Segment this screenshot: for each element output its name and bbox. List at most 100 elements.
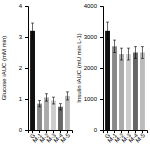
error-bar xyxy=(59,104,62,110)
x-axis: GM-1M-2M-3M-4M-5 xyxy=(104,130,148,144)
tick-mark xyxy=(25,37,28,38)
error-bar-cap xyxy=(113,40,116,41)
tick-mark xyxy=(100,130,103,131)
tick-label: 3000 xyxy=(84,34,98,40)
error-bar-stem xyxy=(107,22,108,39)
bar xyxy=(65,96,70,130)
error-bar-cap xyxy=(127,59,130,60)
y-axis-title: Glucose iAUC (mM min) xyxy=(1,36,7,101)
error-bar-cap xyxy=(38,100,41,101)
error-bar-cap xyxy=(59,109,62,110)
error-bar xyxy=(106,22,109,39)
error-bar-cap xyxy=(66,91,69,92)
error-bar-stem xyxy=(46,94,47,101)
tick-label: 0 xyxy=(94,127,98,133)
tick-label: 3 xyxy=(19,34,23,40)
error-bar xyxy=(127,48,130,60)
error-bar-stem xyxy=(135,47,136,59)
tick-mark xyxy=(100,99,103,100)
x-axis: GM-1M-2M-3M-4M-5 xyxy=(29,130,73,144)
axis-line xyxy=(25,7,29,131)
error-bar xyxy=(113,40,116,52)
error-bar xyxy=(38,101,41,107)
y-axis: 0 1000 2000 3000 4000 xyxy=(84,3,104,133)
error-bar-cap xyxy=(45,101,48,102)
error-bar-stem xyxy=(67,92,68,100)
error-bar-cap xyxy=(134,58,137,59)
tick-mark xyxy=(25,130,28,131)
error-bar xyxy=(66,92,69,100)
bar xyxy=(119,54,124,130)
error-bar-stem xyxy=(121,48,122,60)
error-bar-cap xyxy=(66,99,69,100)
error-bar-cap xyxy=(106,22,109,23)
tick-label: M-5 xyxy=(60,132,72,144)
bar xyxy=(44,97,49,130)
tick: 4 xyxy=(19,3,28,9)
bar xyxy=(51,101,56,130)
error-bar-cap xyxy=(31,38,34,39)
error-bar-stem xyxy=(142,47,143,59)
tick-mark xyxy=(25,68,28,69)
tick-label: 2 xyxy=(19,65,23,71)
y-axis-title: Insulin iAUC (mU min L-1) xyxy=(76,33,82,103)
panel: GM-1M-2M-3M-4M-5 0 1000 2000 3000 4000 Insulin… xyxy=(76,3,148,143)
tick-mark xyxy=(100,37,103,38)
error-bar-cap xyxy=(141,58,144,59)
error-bar-cap xyxy=(59,103,62,104)
error-bar xyxy=(31,23,34,39)
tick-mark xyxy=(25,99,28,100)
tick: 4000 xyxy=(84,3,103,9)
tick-label: 0 xyxy=(19,127,23,133)
bar xyxy=(105,31,110,130)
error-bar-cap xyxy=(120,59,123,60)
error-bar-cap xyxy=(127,48,130,49)
error-bar xyxy=(141,47,144,59)
tick-label: 4 xyxy=(19,3,23,9)
error-bar xyxy=(134,47,137,59)
marks xyxy=(105,22,145,130)
error-bar-cap xyxy=(31,23,34,24)
tick: 2 xyxy=(19,65,28,71)
tick: 3000 xyxy=(84,34,103,40)
error-bar-cap xyxy=(38,106,41,107)
tick: 3 xyxy=(19,34,28,40)
bar xyxy=(126,54,131,130)
figure: GM-1M-2M-3M-4M-5 0 1 2 3 4 Glucose iAUC (mM mi… xyxy=(0,0,150,150)
error-bar-cap xyxy=(120,48,123,49)
tick-mark xyxy=(25,6,28,7)
error-bar-stem xyxy=(60,104,61,110)
bar xyxy=(30,31,35,130)
bar xyxy=(112,46,117,130)
error-bar xyxy=(45,94,48,101)
tick: 0 xyxy=(19,127,28,133)
plot-area: GM-1M-2M-3M-4M-5 0 1000 2000 3000 4000 xyxy=(84,3,148,143)
tick: M-5 xyxy=(60,130,72,144)
bar xyxy=(133,53,138,131)
tick-mark xyxy=(100,68,103,69)
bar xyxy=(58,107,63,130)
error-bar-cap xyxy=(141,46,144,47)
error-bar-cap xyxy=(113,52,116,53)
error-bar-stem xyxy=(32,23,33,39)
tick-label: 2000 xyxy=(84,65,98,71)
tick-label: 1000 xyxy=(84,96,98,102)
tick-label: 1 xyxy=(19,96,23,102)
tick: 2000 xyxy=(84,65,103,71)
y-axis: 0 1 2 3 4 xyxy=(19,3,29,133)
tick-label: M-5 xyxy=(135,132,147,144)
error-bar-cap xyxy=(106,39,109,40)
panel: GM-1M-2M-3M-4M-5 0 1 2 3 4 Glucose iAUC (mM mi… xyxy=(1,3,73,143)
error-bar-stem xyxy=(39,101,40,107)
error-bar-cap xyxy=(45,93,48,94)
error-bar xyxy=(120,48,123,60)
error-bar-stem xyxy=(53,97,54,104)
error-bar-cap xyxy=(52,97,55,98)
error-bar-stem xyxy=(114,40,115,52)
tick-label: 4000 xyxy=(84,3,98,9)
tick-mark xyxy=(100,6,103,7)
tick: 0 xyxy=(94,127,103,133)
tick: 1000 xyxy=(84,96,103,102)
error-bar-cap xyxy=(52,103,55,104)
error-bar-stem xyxy=(128,48,129,60)
